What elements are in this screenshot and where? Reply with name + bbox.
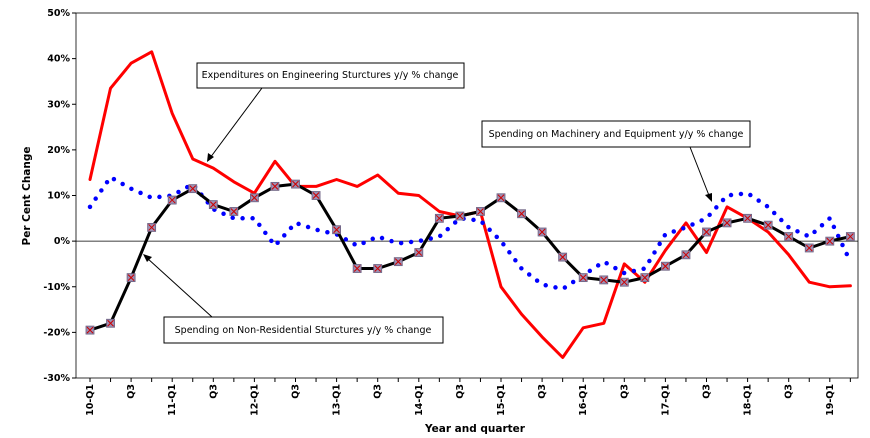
annotation: Expenditures on Engineering Sturctures y…	[202, 70, 459, 81]
marker-cross	[148, 224, 156, 231]
x-tick-label: 17-Q1	[660, 384, 671, 416]
y-tick-label: 0%	[54, 236, 71, 247]
marker-cross	[641, 274, 649, 281]
annotation-box	[163, 316, 444, 344]
marker-cross	[251, 194, 258, 202]
x-tick-label: 10-Q1	[85, 384, 96, 416]
marker-cross	[374, 265, 382, 272]
marker-cross	[846, 233, 854, 240]
marker-cross	[600, 276, 608, 284]
arrow-head	[207, 153, 214, 162]
marker-cross	[662, 262, 669, 270]
arrow-head	[143, 254, 152, 262]
marker-cross	[764, 221, 772, 229]
marker-cross	[353, 265, 361, 272]
marker-cross	[497, 194, 505, 202]
arrow	[146, 257, 213, 318]
x-tick-label: 12-Q1	[249, 384, 260, 416]
y-tick-label: -10%	[43, 282, 70, 293]
annotation-box	[481, 120, 751, 148]
marker-cross	[785, 233, 793, 240]
marker-cross	[271, 183, 279, 190]
series-line	[88, 182, 852, 332]
marker-cross	[189, 185, 197, 193]
marker-cross	[292, 180, 299, 188]
marker-cross	[723, 219, 731, 227]
marker-cross	[559, 253, 567, 261]
y-tick-label: 40%	[47, 54, 70, 65]
marker-cross	[86, 326, 94, 334]
y-tick-label: -20%	[43, 327, 70, 338]
marker-cross	[620, 278, 628, 286]
x-tick-label: 19-Q1	[825, 384, 836, 416]
x-tick-label: Q3	[373, 384, 384, 399]
annotation-box	[196, 62, 465, 89]
marker-cross	[805, 244, 813, 252]
x-tick-label: Q3	[208, 384, 219, 399]
y-tick-label: 20%	[47, 145, 70, 156]
x-tick-label: 14-Q1	[414, 384, 425, 416]
marker-cross	[168, 196, 176, 204]
annotation: Spending on Non-Residential Sturctures y…	[175, 325, 432, 336]
marker-cross	[209, 201, 217, 208]
x-tick-label: 16-Q1	[578, 384, 589, 416]
x-axis-title: Year and quarter	[424, 423, 526, 435]
x-tick-label: 11-Q1	[167, 384, 178, 416]
x-tick-label: Q3	[702, 384, 713, 399]
marker-cross	[127, 274, 135, 281]
marker-cross	[333, 226, 340, 234]
series-line	[87, 174, 853, 292]
marker-cross	[415, 249, 423, 256]
marker-cross	[477, 208, 484, 215]
arrow	[209, 87, 263, 159]
x-tick-label: 15-Q1	[496, 384, 507, 416]
x-tick-label: Q3	[537, 384, 548, 399]
x-tick-label: 18-Q1	[743, 384, 754, 416]
marker-cross	[518, 210, 525, 218]
marker-cross	[312, 192, 320, 199]
marker-cross	[826, 237, 834, 245]
y-tick-label: -30%	[43, 373, 70, 384]
x-tick-label: Q3	[291, 384, 302, 399]
arrow	[689, 146, 711, 199]
marker-cross	[682, 251, 690, 259]
series-line	[88, 50, 852, 359]
y-axis-title: Per Cent Change	[21, 146, 33, 245]
x-tick-label: Q3	[455, 384, 466, 399]
marker-cross	[230, 208, 238, 215]
annotations: Expenditures on Engineering Sturctures y…	[143, 62, 751, 344]
marker-cross	[435, 214, 443, 222]
x-tick-label: Q3	[619, 384, 630, 399]
marker-cross	[744, 214, 751, 222]
y-tick-label: 30%	[47, 99, 70, 110]
arrow-head	[705, 193, 712, 202]
marker-cross	[394, 258, 402, 266]
marker-cross	[703, 228, 710, 236]
x-tick-label: 13-Q1	[332, 384, 343, 416]
x-tick-label: Q3	[784, 384, 795, 399]
annotation: Spending on Machinery and Equipment y/y …	[489, 129, 744, 140]
y-tick-label: 50%	[47, 8, 70, 19]
marker-cross	[107, 319, 114, 327]
marker-cross	[538, 228, 546, 236]
marker-cross	[456, 212, 464, 220]
y-tick-label: 10%	[47, 191, 70, 202]
marker-cross	[579, 274, 587, 281]
x-tick-label: Q3	[126, 384, 137, 399]
